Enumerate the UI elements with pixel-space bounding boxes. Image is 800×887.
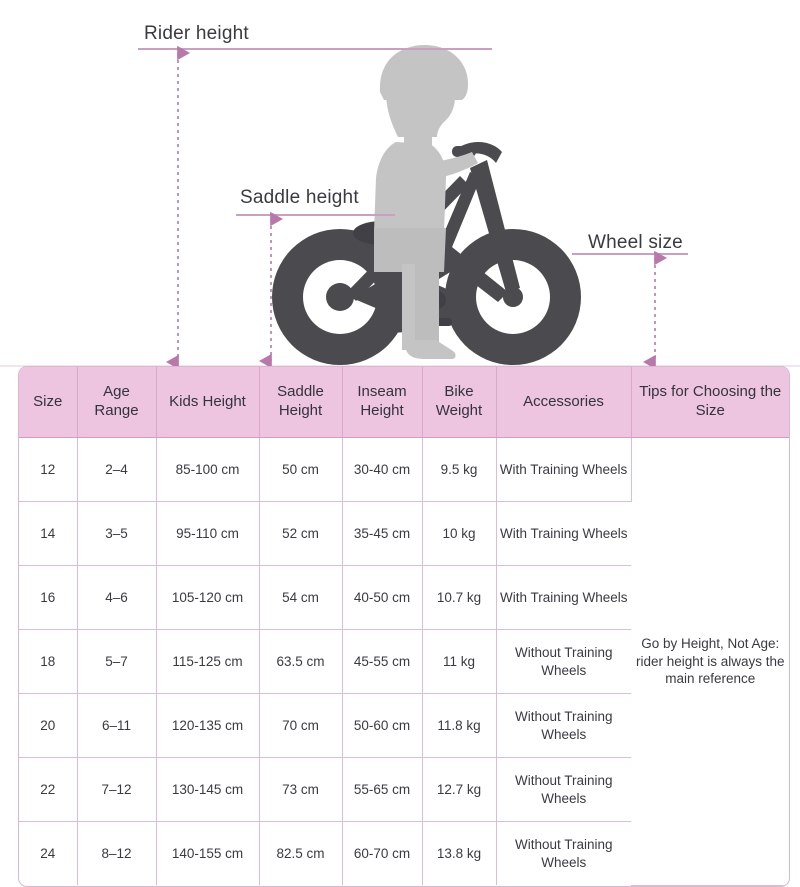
cell-weight: 13.8 kg: [422, 821, 497, 885]
cell-saddle: 52 cm: [259, 501, 343, 566]
header-saddle-height: Saddle Height: [259, 367, 343, 438]
cell-inseam: 60-70 cm: [342, 821, 423, 885]
table-header-row: Size Age Range Kids Height Saddle Height…: [19, 367, 789, 438]
cell-accessories: Without Training Wheels: [496, 693, 631, 758]
cell-weight: 11 kg: [422, 629, 497, 694]
cell-saddle: 63.5 cm: [259, 629, 343, 694]
cell-size: 22: [19, 757, 78, 822]
header-kids-height: Kids Height: [156, 367, 260, 438]
cell-weight: 10.7 kg: [422, 565, 497, 630]
table-row: 20 6–11 120-135 cm 70 cm 50-60 cm 11.8 k…: [19, 693, 789, 758]
saddle-height-label: Saddle height: [240, 187, 359, 208]
table-row: 18 5–7 115-125 cm 63.5 cm 45-55 cm 11 kg…: [19, 629, 789, 694]
cell-size: 24: [19, 821, 78, 885]
header-accessories: Accessories: [496, 367, 632, 438]
cell-age: 3–5: [77, 501, 157, 566]
cell-saddle: 82.5 cm: [259, 821, 343, 885]
header-age-range: Age Range: [77, 367, 157, 438]
cell-accessories: With Training Wheels: [496, 565, 631, 630]
table-row: 14 3–5 95-110 cm 52 cm 35-45 cm 10 kg Wi…: [19, 501, 789, 566]
cell-age: 8–12: [77, 821, 157, 885]
cell-inseam: 50-60 cm: [342, 693, 423, 758]
cell-kids-height: 115-125 cm: [156, 629, 260, 694]
cell-saddle: 70 cm: [259, 693, 343, 758]
cell-kids-height: 140-155 cm: [156, 821, 260, 885]
cell-accessories: Without Training Wheels: [496, 757, 631, 822]
header-tips: Tips for Choosing the Size: [631, 367, 789, 438]
cell-inseam: 40-50 cm: [342, 565, 423, 630]
cell-size: 14: [19, 501, 78, 566]
cell-inseam: 35-45 cm: [342, 501, 423, 566]
cell-saddle: 54 cm: [259, 565, 343, 630]
table-row: 12 2–4 85-100 cm 50 cm 30-40 cm 9.5 kg W…: [19, 437, 789, 886]
cell-age: 4–6: [77, 565, 157, 630]
size-chart-table: Size Age Range Kids Height Saddle Height…: [19, 367, 789, 886]
cell-inseam: 30-40 cm: [342, 437, 423, 502]
cell-size: 18: [19, 629, 78, 694]
cell-size: 12: [19, 437, 78, 502]
diagram-illustration: [0, 45, 800, 370]
cell-age: 7–12: [77, 757, 157, 822]
cell-accessories: Without Training Wheels: [496, 629, 631, 694]
cell-accessories: With Training Wheels: [496, 437, 632, 502]
cell-kids-height: 105-120 cm: [156, 565, 260, 630]
cell-saddle: 50 cm: [259, 437, 343, 502]
cell-weight: 12.7 kg: [422, 757, 497, 822]
header-bike-weight: Bike Weight: [422, 367, 497, 438]
cell-weight: 11.8 kg: [422, 693, 497, 758]
cell-kids-height: 95-110 cm: [156, 501, 260, 566]
cell-weight: 10 kg: [422, 501, 497, 566]
wheel-size-label: Wheel size: [588, 232, 683, 253]
table-body: 12 2–4 85-100 cm 50 cm 30-40 cm 9.5 kg W…: [19, 437, 789, 886]
cell-inseam: 45-55 cm: [342, 629, 423, 694]
cell-age: 2–4: [77, 437, 157, 502]
rider-height-label: Rider height: [144, 23, 249, 44]
child-rider-silhouette: [374, 45, 478, 359]
cell-accessories: Without Training Wheels: [514, 837, 613, 870]
header-inseam-height: Inseam Height: [342, 367, 423, 438]
cell-tips: Go by Height, Not Age: rider height is a…: [631, 437, 789, 886]
cell-accessories: With Training Wheels: [496, 501, 631, 566]
cell-saddle: 73 cm: [259, 757, 343, 822]
cell-weight: 9.5 kg: [422, 437, 497, 502]
cell-inseam: 55-65 cm: [342, 757, 423, 822]
cell-kids-height: 85-100 cm: [156, 437, 260, 502]
cell-size: 16: [19, 565, 78, 630]
cell-kids-height: 120-135 cm: [156, 693, 260, 758]
cell-kids-height: 130-145 cm: [156, 757, 260, 822]
header-size: Size: [19, 367, 78, 438]
cell-age: 6–11: [77, 693, 157, 758]
size-chart-container: Size Age Range Kids Height Saddle Height…: [18, 366, 790, 887]
cell-size: 20: [19, 693, 78, 758]
bike-sizing-diagram: Rider height Saddle height Wheel size: [0, 0, 800, 370]
table-row: 16 4–6 105-120 cm 54 cm 40-50 cm 10.7 kg…: [19, 565, 789, 630]
cell-age: 5–7: [77, 629, 157, 694]
